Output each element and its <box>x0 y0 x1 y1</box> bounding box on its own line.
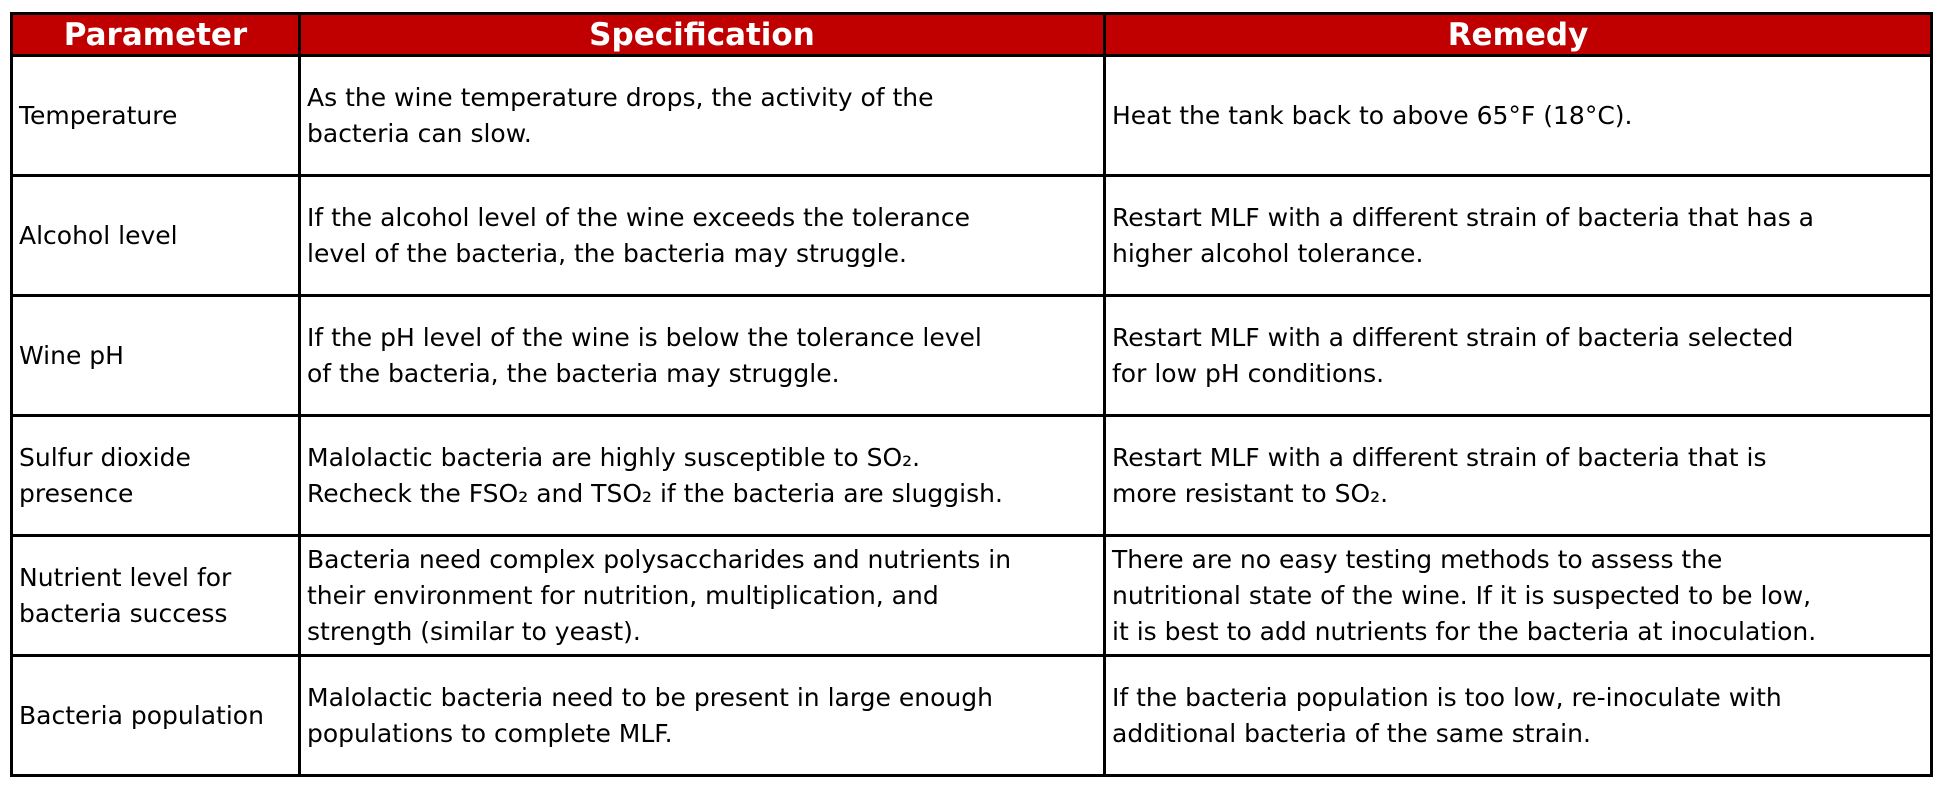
specification-text-line: strength (similar to yeast). <box>307 616 641 646</box>
header-row: Parameter Specification Remedy <box>10 12 1933 57</box>
remedy-text-line: it is best to add nutrients for the bact… <box>1112 616 1817 646</box>
remedy-text-line: Restart MLF with a different strain of b… <box>1112 442 1767 472</box>
specification-text-line: populations to complete MLF. <box>307 718 673 748</box>
cell-remedy: Restart MLF with a different strain of b… <box>1103 174 1933 297</box>
header-remedy: Remedy <box>1103 12 1933 57</box>
remedy-text-line: nutritional state of the wine. If it is … <box>1112 580 1812 610</box>
cell-parameter: Sulfur dioxide presence <box>10 414 301 537</box>
specification-text-line: their environment for nutrition, multipl… <box>307 580 939 610</box>
table-row: Temperature As the wine temperature drops… <box>10 54 1933 177</box>
cell-specification: If the pH level of the wine is below the… <box>298 294 1106 417</box>
cell-specification: Bacteria need complex polysaccharides an… <box>298 534 1106 657</box>
table-row: Nutrient level for bacteria success Bacter… <box>10 534 1933 657</box>
remedy-text-line: higher alcohol tolerance. <box>1112 238 1424 268</box>
parameter-text-line: bacteria success <box>19 598 228 628</box>
cell-specification: Malolactic bacteria need to be present i… <box>298 654 1106 777</box>
table-row: Sulfur dioxide presence Malolactic bacteri… <box>10 414 1933 537</box>
parameter-text-line: Nutrient level for <box>19 562 232 592</box>
specification-text-line: Recheck the FSO₂ and TSO₂ if the bacteri… <box>307 478 1003 508</box>
parameter-text-line: Wine pH <box>19 340 124 370</box>
cell-remedy: If the bacteria population is too low, r… <box>1103 654 1933 777</box>
cell-parameter: Wine pH <box>10 294 301 417</box>
cell-parameter: Nutrient level for bacteria success <box>10 534 301 657</box>
cell-specification: As the wine temperature drops, the activ… <box>298 54 1106 177</box>
header-parameter: Parameter <box>10 12 301 57</box>
table-row: Wine pH If the pH level of the wine is be… <box>10 294 1933 417</box>
cell-parameter: Alcohol level <box>10 174 301 297</box>
parameter-text-line: Bacteria population <box>19 700 264 730</box>
parameter-text-line: presence <box>19 478 134 508</box>
table-row: Alcohol level If the alcohol level of the… <box>10 174 1933 297</box>
cell-remedy: There are no easy testing methods to ass… <box>1103 534 1933 657</box>
specification-text-line: Bacteria need complex polysaccharides an… <box>307 544 1012 574</box>
remedy-text-line: for low pH conditions. <box>1112 358 1385 388</box>
remedy-text-line: Restart MLF with a different strain of b… <box>1112 202 1814 232</box>
parameter-text-line: Sulfur dioxide <box>19 442 191 472</box>
remedy-text-line: Restart MLF with a different strain of b… <box>1112 322 1794 352</box>
specification-text-line: As the wine temperature drops, the activ… <box>307 82 934 112</box>
specification-text-line: level of the bacteria, the bacteria may … <box>307 238 907 268</box>
remedy-text-line: more resistant to SO₂. <box>1112 478 1389 508</box>
parameter-text-line: Alcohol level <box>19 220 178 250</box>
specification-text-line: If the alcohol level of the wine exceeds… <box>307 202 971 232</box>
specification-text-line: If the pH level of the wine is below the… <box>307 322 982 352</box>
cell-remedy: Restart MLF with a different strain of b… <box>1103 414 1933 537</box>
remedy-text-line: additional bacteria of the same strain. <box>1112 718 1591 748</box>
remedy-text-line: There are no easy testing methods to ass… <box>1112 544 1723 574</box>
table-row: Bacteria population Malolactic bacteria n… <box>10 654 1933 777</box>
remedy-text-line: If the bacteria population is too low, r… <box>1112 682 1782 712</box>
cell-specification: Malolactic bacteria are highly susceptib… <box>298 414 1106 537</box>
remedy-text-line: Heat the tank back to above 65°F (18°C). <box>1112 100 1633 130</box>
cell-remedy: Restart MLF with a different strain of b… <box>1103 294 1933 417</box>
specification-text-line: of the bacteria, the bacteria may strugg… <box>307 358 840 388</box>
specification-text-line: Malolactic bacteria need to be present i… <box>307 682 993 712</box>
cell-specification: If the alcohol level of the wine exceeds… <box>298 174 1106 297</box>
parameter-text-line: Temperature <box>19 100 178 130</box>
cell-parameter: Temperature <box>10 54 301 177</box>
specification-text-line: bacteria can slow. <box>307 118 532 148</box>
cell-remedy: Heat the tank back to above 65°F (18°C). <box>1103 54 1933 177</box>
header-specification: Specification <box>298 12 1106 57</box>
specification-text-line: Malolactic bacteria are highly susceptib… <box>307 442 921 472</box>
mlf-troubleshooting-table: Parameter Specification Remedy Temperatu… <box>10 12 1933 777</box>
cell-parameter: Bacteria population <box>10 654 301 777</box>
